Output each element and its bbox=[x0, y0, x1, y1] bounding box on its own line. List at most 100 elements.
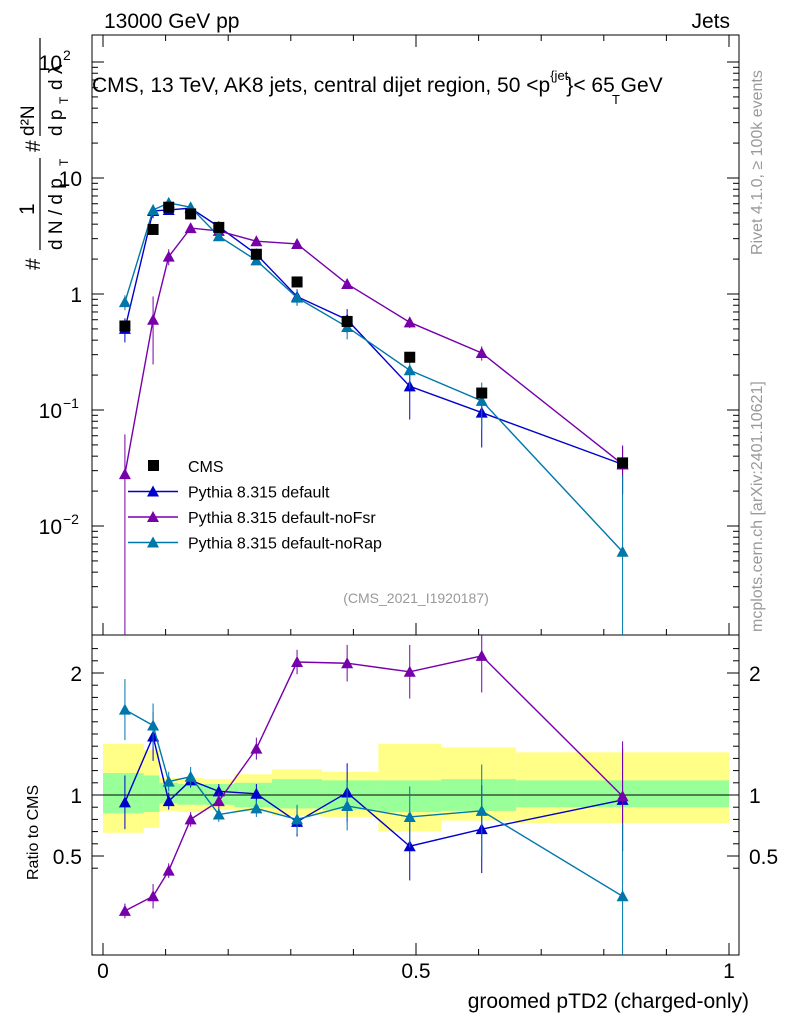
cms-point bbox=[119, 320, 131, 332]
upper-marker-1 bbox=[184, 222, 197, 234]
lower-marker-1 bbox=[184, 813, 197, 825]
ratio-uncertainty-bands bbox=[103, 743, 729, 833]
upper-marker-2 bbox=[475, 394, 488, 406]
x-axis-label: groomed pTD2 (charged-only) bbox=[468, 990, 749, 1013]
upper-marker-2 bbox=[250, 254, 263, 266]
y-tick-label-sup: −2 bbox=[63, 511, 79, 527]
lower-marker-1 bbox=[212, 795, 225, 807]
y-tick-label-sup: 2 bbox=[63, 47, 71, 63]
band-green-1 bbox=[143, 775, 160, 813]
lower-marker-2 bbox=[184, 770, 197, 782]
legend-marker-3 bbox=[147, 536, 159, 548]
upper-marker-1 bbox=[250, 235, 263, 247]
lower-marker-1 bbox=[118, 904, 131, 916]
y-axis-upper-label: # 1 d N / d p T # d²N d p T d λ bbox=[16, 38, 71, 270]
lower-marker-2 bbox=[616, 890, 629, 902]
lower-marker-1 bbox=[341, 657, 354, 669]
upper-marker-1 bbox=[475, 347, 488, 359]
cms-point bbox=[404, 351, 416, 363]
cms-point bbox=[291, 276, 303, 288]
x-tick-label: 1 bbox=[723, 960, 735, 983]
y-label-dpT: d p bbox=[46, 110, 67, 136]
x-tick-label: 0 bbox=[97, 960, 109, 983]
cms-point bbox=[163, 201, 175, 213]
svg-text:#: # bbox=[22, 140, 45, 152]
cms-point bbox=[185, 208, 197, 220]
legend-marker-1 bbox=[147, 485, 159, 497]
legend-label-3: Pythia 8.315 default-noRap bbox=[188, 536, 382, 553]
band-green-6 bbox=[272, 779, 323, 809]
lower-marker-0 bbox=[118, 796, 131, 808]
legend-label-2: Pythia 8.315 default-noFsr bbox=[188, 510, 376, 527]
y-tick-label-upper: 10 bbox=[39, 516, 62, 539]
lower-marker-1 bbox=[403, 665, 416, 677]
upper-line-0 bbox=[124, 207, 623, 466]
y-tick-label-lower-right: 2 bbox=[749, 663, 761, 686]
cms-point bbox=[213, 221, 225, 233]
upper-marker-1 bbox=[403, 316, 416, 328]
lower-marker-2 bbox=[212, 808, 225, 820]
lower-marker-2 bbox=[475, 804, 488, 816]
y-tick-label-upper: 1 bbox=[70, 284, 82, 307]
header-energy: 13000 GeV pp bbox=[104, 10, 239, 33]
lower-marker-2 bbox=[162, 775, 175, 787]
legend-label-0: CMS bbox=[188, 459, 224, 476]
cms-data-points bbox=[119, 201, 629, 469]
y-label-dlambda: d λ bbox=[46, 64, 67, 90]
cms-point bbox=[341, 315, 353, 327]
y-tick-label-upper: 10 bbox=[39, 52, 62, 75]
lower-marker-0 bbox=[162, 795, 175, 807]
lower-marker-0 bbox=[250, 787, 263, 799]
header-category: Jets bbox=[691, 10, 730, 33]
analysis-id: (CMS_2021_I1920187) bbox=[343, 590, 489, 606]
cms-point bbox=[147, 223, 159, 235]
y-tick-label-lower: 2 bbox=[70, 663, 82, 686]
cms-point bbox=[617, 457, 629, 469]
plot-title-sub: T bbox=[612, 92, 620, 107]
y-tick-label-upper: 10 bbox=[39, 400, 62, 423]
lower-marker-1 bbox=[616, 790, 629, 802]
upper-marker-2 bbox=[291, 291, 304, 303]
mcplots-label: mcplots.cern.ch [arXiv:2401.10621] bbox=[749, 381, 766, 632]
svg-text:#: # bbox=[22, 258, 45, 270]
legend: CMS Pythia 8.315 default Pythia 8.315 defa… bbox=[128, 459, 382, 553]
upper-marker-1 bbox=[291, 237, 304, 249]
legend-marker-2 bbox=[147, 511, 159, 522]
upper-marker-1 bbox=[341, 277, 354, 289]
y-tick-label-lower-right: 1 bbox=[749, 785, 761, 808]
lower-marker-1 bbox=[475, 649, 488, 661]
y-tick-label-sup: −1 bbox=[63, 395, 79, 411]
upper-marker-1 bbox=[118, 468, 131, 480]
upper-marker-2 bbox=[403, 364, 416, 376]
lower-series-group bbox=[118, 635, 629, 955]
upper-marker-2 bbox=[212, 230, 225, 242]
x-tick-label: 0.5 bbox=[401, 960, 430, 983]
y-label-one: 1 bbox=[16, 203, 39, 215]
y-axis-lower-label: Ratio to CMS bbox=[25, 785, 42, 880]
lower-marker-2 bbox=[250, 802, 263, 814]
upper-series-group bbox=[118, 196, 629, 635]
lower-marker-0 bbox=[212, 785, 225, 797]
upper-marker-1 bbox=[147, 313, 160, 325]
lower-marker-1 bbox=[162, 864, 175, 876]
rivet-version-label: Rivet 4.1.0, ≥ 100k events bbox=[749, 70, 766, 255]
y-tick-label-upper: 10 bbox=[59, 168, 82, 191]
y-tick-label-lower: 0.5 bbox=[53, 846, 82, 869]
lower-marker-2 bbox=[147, 719, 160, 731]
svg-text:T: T bbox=[57, 158, 71, 166]
legend-label-1: Pythia 8.315 default bbox=[188, 485, 330, 502]
band-green-3 bbox=[178, 784, 204, 805]
cms-point bbox=[476, 387, 488, 399]
cms-point bbox=[250, 248, 262, 260]
y-label-dN: d N / d p bbox=[46, 178, 67, 250]
lower-marker-2 bbox=[118, 703, 131, 715]
upper-marker-2 bbox=[118, 296, 131, 308]
upper-marker-2 bbox=[147, 203, 160, 215]
upper-marker-1 bbox=[162, 250, 175, 262]
y-label-d2N: d²N bbox=[18, 105, 39, 136]
lower-marker-2 bbox=[403, 810, 416, 822]
lower-marker-2 bbox=[341, 799, 354, 811]
lower-marker-1 bbox=[250, 742, 263, 754]
